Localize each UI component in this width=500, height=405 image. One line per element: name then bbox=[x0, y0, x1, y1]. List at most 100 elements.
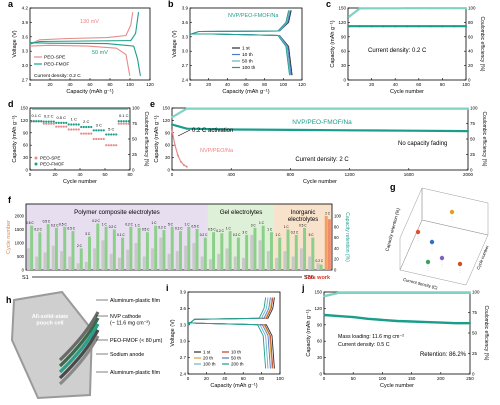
y-tick-label: 150 bbox=[162, 106, 170, 111]
series-point bbox=[407, 129, 410, 132]
x-tick-label: 60 bbox=[243, 82, 249, 87]
series-point bbox=[289, 128, 292, 131]
y-tick-label: 0 bbox=[25, 168, 28, 173]
rate-point bbox=[90, 132, 93, 135]
efficiency-point bbox=[337, 291, 340, 294]
legend-label: 10 th bbox=[242, 52, 253, 58]
rate-point bbox=[107, 144, 110, 147]
cycle-bar bbox=[233, 256, 237, 270]
x-tick-label: 0 bbox=[323, 376, 326, 381]
series-point bbox=[171, 123, 173, 126]
capacity-point bbox=[323, 313, 326, 316]
series-point bbox=[185, 127, 188, 130]
rate-point bbox=[90, 125, 93, 129]
annotation-retention: Retention: 86.2% bbox=[420, 352, 467, 358]
rate-point bbox=[80, 132, 83, 135]
charge-curve bbox=[29, 12, 134, 45]
panel-e: 0 400 800 1200 1600 2000030609012015002550751… bbox=[150, 99, 487, 185]
panel-letter: i bbox=[166, 283, 169, 293]
rate-label: 0.5 C bbox=[208, 228, 216, 232]
x-tick-label: 80 bbox=[262, 82, 268, 87]
y2-tick-label: 0 bbox=[472, 372, 475, 377]
cycle-bar bbox=[266, 251, 270, 270]
series-point bbox=[348, 107, 351, 110]
rate-point bbox=[125, 122, 128, 125]
charge-curve bbox=[187, 297, 269, 326]
y2-tick-label: 20 bbox=[334, 257, 339, 262]
x-axis-label: Current density (C) bbox=[403, 277, 439, 291]
rate-point bbox=[67, 123, 70, 126]
panel-letter: a bbox=[8, 0, 14, 9]
pouch-cell-border bbox=[10, 290, 94, 400]
efficiency-point bbox=[382, 7, 385, 10]
y-tick-label: 3.9 bbox=[182, 6, 189, 11]
rate-point bbox=[92, 129, 95, 132]
annotation-50mv: 50 mV bbox=[92, 50, 108, 56]
retention-bar bbox=[96, 223, 100, 270]
series-point bbox=[179, 160, 182, 163]
panel-b: 0 20 40 60 80 100 120 2.4 2.7 3.0 3.3 3.6 3.9 Capacit… bbox=[168, 0, 306, 95]
efficiency-point bbox=[370, 7, 373, 10]
legend-label: PEO-SPE bbox=[44, 55, 65, 61]
rate-label: 1 C bbox=[135, 223, 141, 227]
y2-tick-label: 75 bbox=[470, 121, 476, 126]
rate-label: 3 C bbox=[96, 122, 102, 127]
y-tick-label: 30 bbox=[165, 155, 171, 160]
cycle-bar bbox=[175, 251, 179, 270]
capacity-point bbox=[381, 318, 384, 321]
x-tick-label: 0 bbox=[29, 82, 32, 87]
annotation-mass-loading: Mass loading: 11.6 mg cm⁻² bbox=[338, 334, 404, 340]
rate-point bbox=[57, 125, 60, 128]
x-tick-label: 100 bbox=[462, 82, 470, 87]
y2-axis-label: Coulombic efficiency (%) bbox=[483, 306, 489, 361]
efficiency-point bbox=[358, 7, 361, 10]
y-axis-label: Capacity (mAh g⁻¹) bbox=[330, 20, 336, 67]
rate-point bbox=[102, 137, 105, 141]
x-tick-label: 20 bbox=[47, 82, 53, 87]
series-point bbox=[185, 165, 188, 168]
rate-point bbox=[80, 125, 83, 129]
x-axis-label: Cycle number bbox=[63, 179, 97, 185]
series-point bbox=[289, 107, 292, 110]
series-point bbox=[171, 129, 173, 132]
x-tick-label: 0 bbox=[189, 82, 192, 87]
rate-point bbox=[117, 122, 120, 125]
cycle-bar bbox=[68, 256, 72, 270]
rate-point bbox=[117, 120, 120, 123]
annotation-current-density: Current density: 2 C bbox=[295, 157, 349, 163]
rate-label: 1 C bbox=[71, 117, 77, 122]
rate-point bbox=[47, 122, 50, 125]
y-tick-label: 2.7 bbox=[180, 355, 187, 360]
retention-bar bbox=[137, 227, 141, 270]
cycle-bar bbox=[316, 263, 320, 270]
cycle-bar bbox=[151, 248, 155, 270]
rate-label: 0.2 C bbox=[316, 259, 324, 263]
annotation-control-cell: NVP/PEO/Na bbox=[200, 148, 234, 154]
rate-point bbox=[112, 144, 115, 147]
rate-label: 5 C bbox=[309, 233, 315, 237]
stack-label: Aluminum-plastic film bbox=[110, 298, 161, 304]
capacity-point bbox=[425, 321, 428, 324]
capacity-point bbox=[348, 25, 351, 28]
series-point bbox=[348, 129, 351, 132]
rate-point bbox=[85, 132, 88, 135]
x-tick-label: 40 bbox=[67, 82, 73, 87]
y-axis-label: Cycle number bbox=[6, 220, 12, 254]
charge-curve bbox=[187, 297, 267, 326]
y-tick-label: 30 bbox=[341, 63, 347, 68]
y2-tick-label: 25 bbox=[472, 351, 478, 356]
rate-point bbox=[50, 120, 53, 123]
section-title: Gel electrolytes bbox=[220, 209, 263, 216]
rate-point bbox=[57, 121, 60, 124]
y2-tick-label: 100 bbox=[470, 106, 478, 111]
retention-bar bbox=[327, 219, 331, 270]
retention-bar bbox=[63, 226, 67, 270]
x-tick-label: 60 bbox=[102, 172, 108, 177]
y-tick-label: 3.3 bbox=[22, 49, 29, 54]
y-axis-label: Capacity (mAh g⁻¹) bbox=[154, 115, 160, 162]
y2-tick-label: 60 bbox=[468, 34, 474, 39]
retention-bar bbox=[104, 226, 108, 270]
retention-bar bbox=[294, 234, 298, 270]
cycle-bar bbox=[275, 257, 279, 270]
